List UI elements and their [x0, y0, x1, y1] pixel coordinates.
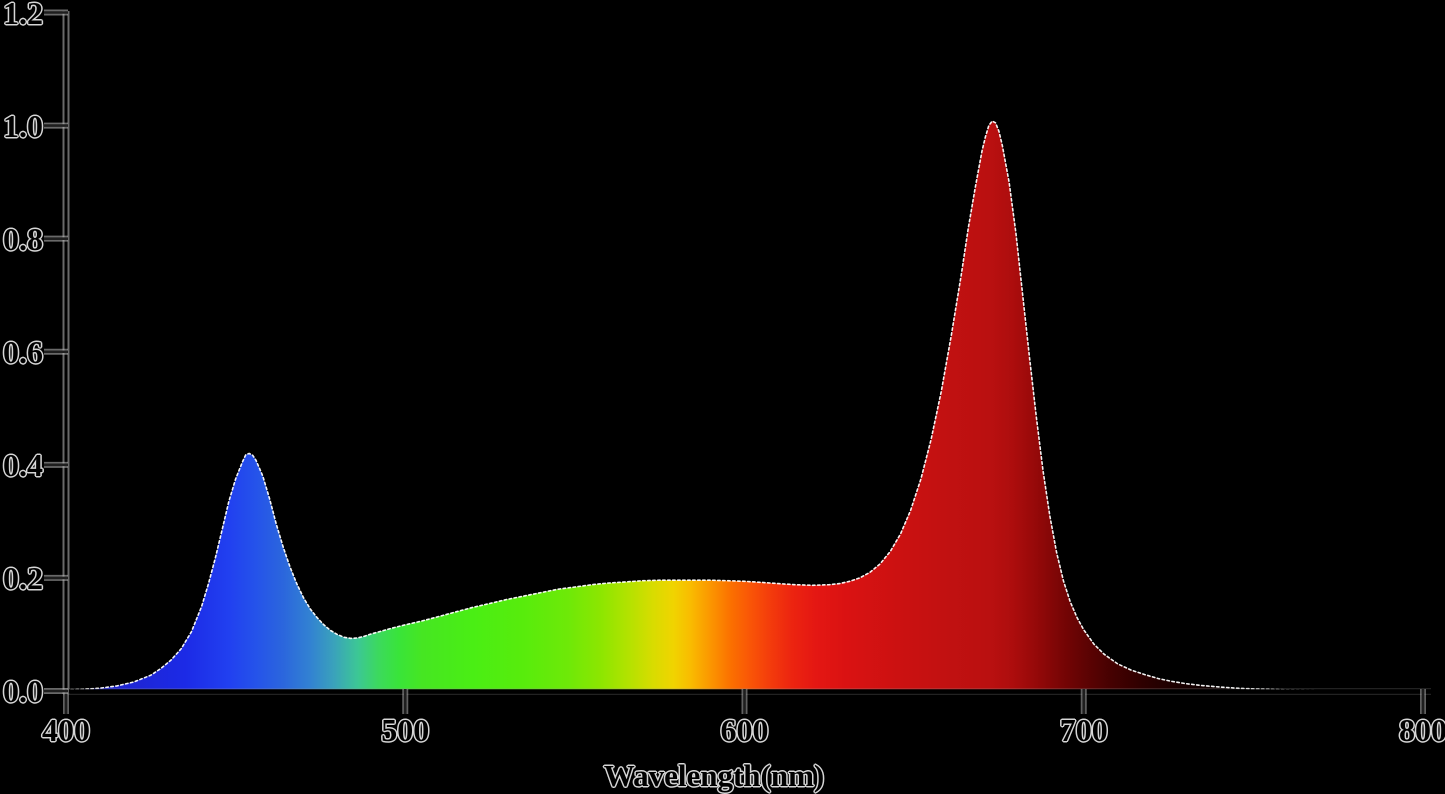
x-tick-label: 500: [381, 712, 430, 748]
y-tick-label: 0.8: [3, 220, 43, 257]
x-tick-label: 700: [1059, 712, 1108, 748]
spectrum-curve-outline: [65, 120, 1424, 692]
y-tick-label: 0.0: [3, 673, 43, 709]
y-tick-label: 1.2: [3, 0, 43, 31]
x-tick-label: 800: [1399, 712, 1445, 748]
y-tick-label: 1.0: [3, 107, 43, 144]
axis-ticks: [44, 9, 1426, 714]
y-tick-label: 0.6: [3, 333, 43, 370]
y-tick-label: 0.4: [3, 446, 43, 483]
spectrum-area-fill: [66, 121, 1423, 692]
y-tick-label: 0.2: [3, 559, 43, 596]
x-tick-label: 600: [720, 712, 769, 748]
x-axis-title: Wavelength(nm): [603, 758, 825, 793]
x-tick-label: 400: [42, 712, 90, 748]
